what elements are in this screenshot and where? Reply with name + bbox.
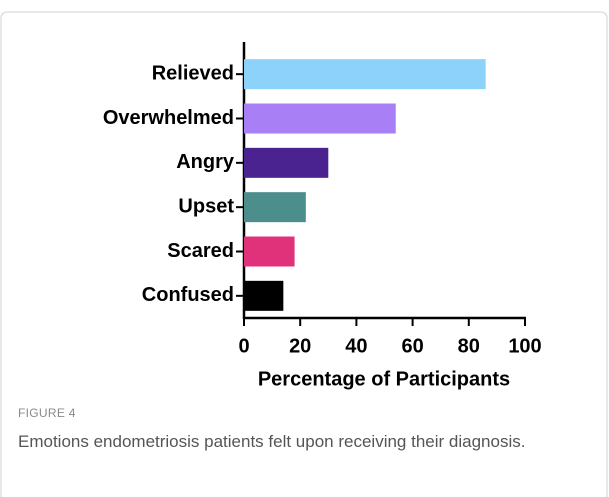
bar bbox=[244, 280, 284, 311]
x-tick-label: 40 bbox=[345, 335, 367, 357]
bar bbox=[244, 192, 306, 223]
y-tick-label: Scared bbox=[167, 240, 234, 262]
bar bbox=[244, 103, 396, 134]
bar bbox=[244, 147, 329, 178]
y-tick-label: Angry bbox=[176, 151, 235, 173]
bar bbox=[244, 59, 486, 90]
x-tick-label: 100 bbox=[508, 335, 541, 357]
y-tick-label: Overwhelmed bbox=[103, 107, 234, 129]
bar bbox=[244, 236, 295, 267]
figure-caption: Emotions endometriosis patients felt upo… bbox=[18, 432, 526, 451]
x-tick-label: 80 bbox=[458, 335, 480, 357]
x-tick-label: 0 bbox=[238, 335, 249, 357]
figure-label: FIGURE 4 bbox=[18, 406, 76, 420]
figure-frame bbox=[0, 11, 608, 497]
y-tick-label: Upset bbox=[178, 195, 234, 217]
x-tick-label: 60 bbox=[401, 335, 423, 357]
x-tick-label: 20 bbox=[289, 335, 311, 357]
y-tick-label: Relieved bbox=[152, 62, 234, 84]
x-axis-label: Percentage of Participants bbox=[258, 368, 510, 390]
y-tick-label: Confused bbox=[142, 284, 234, 306]
